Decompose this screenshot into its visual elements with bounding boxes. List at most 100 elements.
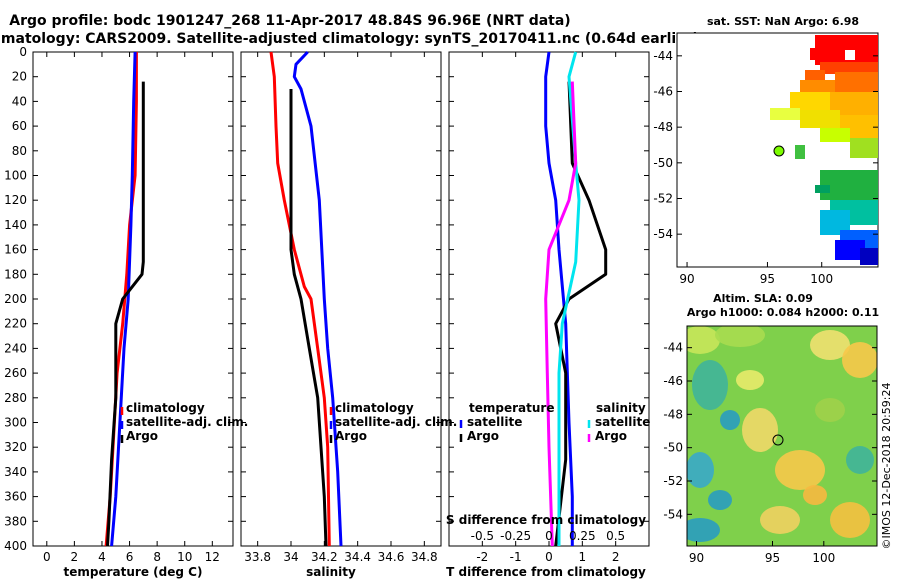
temperature-panel: 0204060801001201401601802002202402602803… <box>4 45 248 579</box>
depth-tick-label: 40 <box>12 94 27 108</box>
sst-pixel-block <box>805 70 825 80</box>
x-tick-label: 34.4 <box>344 550 371 564</box>
difference-lines <box>544 51 608 547</box>
lat-tick-label: -44 <box>663 341 683 355</box>
depth-tick-label: 220 <box>4 317 27 331</box>
temperature-lines <box>104 51 145 547</box>
sla-blob <box>775 450 825 490</box>
lon-tick-label: 95 <box>765 551 780 565</box>
series-line-argo <box>289 89 328 547</box>
x-tick-label: 0 <box>545 550 553 564</box>
s-diff-tick-label: -0.5 <box>471 529 494 543</box>
x-tick-label: 6 <box>126 550 134 564</box>
x-tick-label: -2 <box>476 550 488 564</box>
sst-pixel-block <box>835 72 878 92</box>
sla-blob <box>736 370 764 390</box>
sst-pixel-block <box>775 90 785 98</box>
depth-tick-label: 320 <box>4 440 27 454</box>
legend-temperature-title: temperature <box>469 401 554 415</box>
x-tick-label: 4 <box>98 550 106 564</box>
depth-tick-label: 380 <box>4 514 27 528</box>
lat-tick-label: -52 <box>663 474 683 488</box>
sla-map: Altim. SLA: 0.09 Argo h1000: 0.084 h2000… <box>663 292 879 565</box>
series-line-s-argo <box>544 81 578 547</box>
depth-tick-label: 80 <box>12 144 27 158</box>
depth-tick-label: 360 <box>4 490 27 504</box>
legend-satellite: satellite-adj. clim. <box>335 415 457 429</box>
x-tick-label: 34.6 <box>378 550 405 564</box>
legend-climatology: climatology <box>126 401 205 415</box>
s-diff-tick-label: -0.25 <box>500 529 531 543</box>
depth-tick-label: 200 <box>4 292 27 306</box>
depth-tick-label: 240 <box>4 341 27 355</box>
sst-map: sat. SST: NaN Argo: 6.98 -44 -46 -48 -50 -52… <box>653 15 879 286</box>
difference-legend-salinity: salinity satellite Argo <box>587 401 650 443</box>
x-tick-label: 10 <box>177 550 192 564</box>
series-line-s-satellite <box>557 51 581 546</box>
lat-tick-label: -54 <box>653 227 673 241</box>
sla-latitude-ticks: -44 -46 -48 -50 -52 -54 <box>663 341 877 521</box>
title-line-2: Climatology: CARS2009. Satellite-adjuste… <box>0 31 699 47</box>
sst-pixel-block <box>795 145 805 159</box>
lon-tick-label: 100 <box>812 551 835 565</box>
sst-pixel-block <box>815 185 830 193</box>
sla-blob <box>742 408 778 452</box>
sst-pixels <box>770 35 878 265</box>
sla-blob <box>842 342 877 378</box>
depth-tick-label: 120 <box>4 193 27 207</box>
depth-tick-label: 340 <box>4 465 27 479</box>
salinity-xlabel: salinity <box>306 565 356 579</box>
sst-pixel-block <box>845 50 855 60</box>
depth-tick-label: 160 <box>4 243 27 257</box>
depth-tick-label: 140 <box>4 218 27 232</box>
lat-tick-label: -48 <box>653 120 673 134</box>
sla-blob <box>810 330 850 360</box>
x-tick-label: 2 <box>612 550 620 564</box>
sla-blob <box>803 485 827 505</box>
sla-field <box>687 326 877 546</box>
legend-s-argo: Argo <box>595 429 627 443</box>
lon-tick-label: 90 <box>689 551 704 565</box>
sla-blobs <box>687 326 877 542</box>
temperature-x-ticks: 0 2 4 6 8 10 12 <box>43 52 220 564</box>
depth-tick-label: 100 <box>4 169 27 183</box>
sst-pixel-block <box>860 248 878 265</box>
depth-tick-label: 180 <box>4 267 27 281</box>
sst-pixel-block <box>820 62 878 74</box>
legend-satellite: satellite-adj. clim. <box>126 415 248 429</box>
x-tick-label: 33.8 <box>244 550 271 564</box>
sla-longitude-ticks: 90 95 100 <box>689 541 835 565</box>
legend-climatology: climatology <box>335 401 414 415</box>
lat-tick-label: -54 <box>663 507 683 521</box>
x-tick-label: 8 <box>153 550 161 564</box>
s-diff-tick-label: 0.25 <box>569 529 596 543</box>
lon-tick-label: 90 <box>679 272 694 286</box>
difference-legend-temperature: temperature satellite Argo <box>459 401 554 443</box>
sst-pixel-block <box>790 92 830 110</box>
s-difference-x-ticks: -0.5 -0.25 0 0.25 0.5 <box>471 529 626 543</box>
sst-latitude-ticks: -44 -46 -48 -50 -52 -54 <box>653 49 878 241</box>
sst-pixel-block <box>835 240 865 260</box>
sla-blob <box>760 506 800 534</box>
sla-blob <box>687 326 720 354</box>
difference-panel: -2 -1 0 1 2 S difference from climatology -0… <box>446 51 650 579</box>
depth-tick-label: 60 <box>12 119 27 133</box>
legend-argo: Argo <box>335 429 367 443</box>
x-tick-label: 1 <box>579 550 587 564</box>
t-difference-xlabel: T difference from climatology <box>446 565 646 579</box>
sst-pixel-block <box>820 128 850 142</box>
sla-blob <box>708 490 732 510</box>
lat-tick-label: -44 <box>653 49 673 63</box>
salinity-panel: 33.8 34 34.2 34.4 34.6 34.8 salinity climatol… <box>240 50 457 579</box>
lat-tick-label: -48 <box>663 407 683 421</box>
sst-pixel-block <box>800 80 835 95</box>
s-diff-tick-label: 0 <box>545 529 553 543</box>
lon-tick-label: 100 <box>810 272 833 286</box>
salinity-x-ticks: 33.8 34 34.2 34.4 34.6 34.8 <box>244 52 438 564</box>
depth-tick-label: 0 <box>19 45 27 59</box>
salinity-lines <box>269 50 343 547</box>
legend-argo: Argo <box>126 429 158 443</box>
series-line-satellite-adj-clim- <box>110 51 137 547</box>
depth-tick-label: 400 <box>4 539 27 553</box>
sst-pixel-block <box>850 138 878 158</box>
